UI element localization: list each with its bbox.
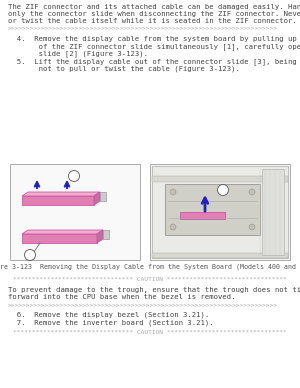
Polygon shape: [103, 230, 109, 239]
Polygon shape: [22, 230, 103, 234]
Polygon shape: [22, 192, 100, 196]
Text: The ZIF connector and its attached cable can be damaged easily. Handle: The ZIF connector and its attached cable…: [8, 4, 300, 10]
Text: >>>>>>>>>>>>>>>>>>>>>>>>>>>>>>>>>>>>>>>>>>>>>>>>>>>>>>>>>>>>>>>>>>>>>>>>: >>>>>>>>>>>>>>>>>>>>>>>>>>>>>>>>>>>>>>>>…: [8, 26, 278, 31]
Circle shape: [170, 224, 176, 230]
Text: 2: 2: [28, 253, 32, 258]
Text: Figure 3-123  Removing the Display Cable from the System Board (Models 400 and 4: Figure 3-123 Removing the Display Cable …: [0, 264, 300, 270]
Circle shape: [170, 189, 176, 195]
Bar: [152, 253, 288, 258]
Text: forward into the CPU base when the bezel is removed.: forward into the CPU base when the bezel…: [8, 294, 236, 300]
Text: 5.  Lift the display cable out of the connector slide [3], being careful: 5. Lift the display cable out of the con…: [8, 58, 300, 65]
Text: To prevent damage to the trough, ensure that the trough does not tilt: To prevent damage to the trough, ensure …: [8, 287, 300, 293]
Bar: [152, 166, 288, 258]
Text: or twist the cable itself while it is seated in the ZIF connector.: or twist the cable itself while it is se…: [8, 18, 297, 24]
Text: 7.  Remove the inverter board (Section 3.21).: 7. Remove the inverter board (Section 3.…: [8, 320, 214, 326]
Bar: [152, 176, 288, 182]
Polygon shape: [97, 230, 103, 243]
Text: ******************************** CAUTION ********************************: ******************************** CAUTION…: [13, 277, 287, 282]
Text: only the connector slide when disconnecting the ZIF connector. Never pull: only the connector slide when disconnect…: [8, 11, 300, 17]
Polygon shape: [100, 192, 106, 201]
Text: >>>>>>>>>>>>>>>>>>>>>>>>>>>>>>>>>>>>>>>>>>>>>>>>>>>>>>>>>>>>>>>>>>>>>>>>: >>>>>>>>>>>>>>>>>>>>>>>>>>>>>>>>>>>>>>>>…: [8, 303, 278, 308]
Circle shape: [218, 185, 229, 196]
Bar: [10, 164, 140, 260]
Circle shape: [249, 224, 255, 230]
Polygon shape: [94, 192, 100, 205]
Bar: [180, 212, 225, 219]
Circle shape: [249, 189, 255, 195]
Polygon shape: [22, 196, 94, 205]
Text: slide [2] (Figure 3-123).: slide [2] (Figure 3-123).: [8, 50, 148, 57]
Circle shape: [68, 170, 80, 182]
Text: 4.  Remove the display cable from the system board by pulling up both ends: 4. Remove the display cable from the sys…: [8, 36, 300, 42]
Bar: [262, 169, 284, 255]
Text: ******************************** CAUTION ********************************: ******************************** CAUTION…: [13, 330, 287, 335]
Text: of the ZIF connector slide simultaneously [1], carefully opening the: of the ZIF connector slide simultaneousl…: [8, 43, 300, 50]
Circle shape: [25, 249, 35, 260]
Polygon shape: [22, 234, 97, 243]
Text: 1: 1: [72, 173, 76, 178]
Text: 6.  Remove the display bezel (Section 3.21).: 6. Remove the display bezel (Section 3.2…: [8, 312, 209, 319]
Bar: [165, 184, 260, 235]
Text: 3: 3: [221, 187, 225, 192]
Text: not to pull or twist the cable (Figure 3-123).: not to pull or twist the cable (Figure 3…: [8, 65, 240, 71]
Bar: [150, 164, 290, 260]
